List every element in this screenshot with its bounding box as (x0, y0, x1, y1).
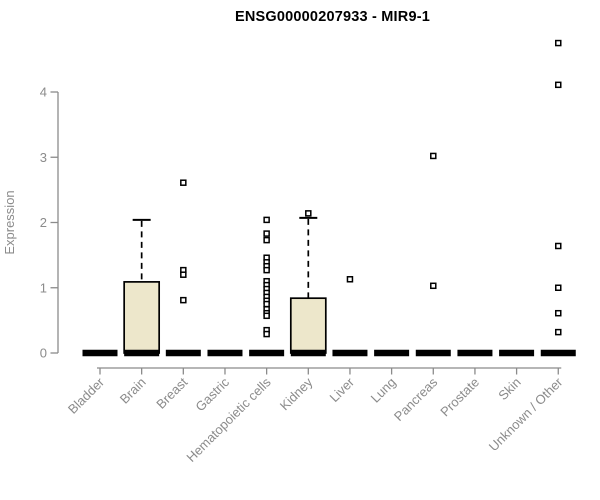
x-tick-label: Liver (327, 374, 358, 405)
x-tick-label: Bladder (65, 374, 108, 417)
y-axis-title: Expression (2, 190, 17, 254)
box-Brain (123, 281, 161, 354)
median-bar (207, 349, 243, 357)
median-bar (249, 349, 285, 357)
outlier-point (555, 39, 562, 47)
outlier-point (180, 296, 187, 304)
median-bar (290, 349, 326, 357)
outlier-point (263, 236, 270, 244)
x-tick-label: Kidney (277, 374, 316, 413)
outlier-point (263, 300, 270, 308)
x-tick-label: Skin (495, 375, 523, 403)
x-tick-label: Prostate (437, 375, 482, 420)
x-tick-label: Brain (117, 375, 149, 407)
outlier-point (263, 230, 270, 237)
outlier-point (555, 242, 562, 250)
y-tick-label: 4 (40, 85, 47, 100)
outlier-point (555, 284, 562, 291)
median-bar (499, 349, 535, 357)
median-bar (374, 349, 410, 357)
box-Kidney (289, 297, 327, 354)
outlier-point (430, 152, 437, 160)
median-bar (332, 349, 368, 357)
y-tick-label: 2 (40, 215, 47, 230)
x-tick-label: Gastric (192, 374, 232, 414)
median-bar (415, 349, 451, 357)
outlier-point (430, 282, 437, 290)
outlier-point (555, 309, 562, 317)
median-bar (540, 349, 576, 357)
outlier-point (555, 328, 562, 336)
outlier-point (346, 276, 354, 283)
outlier-point (555, 81, 562, 89)
chart-title: ENSG00000207933 - MIR9-1 (234, 9, 431, 25)
median-bar (82, 349, 118, 357)
outlier-point (263, 216, 270, 224)
median-bar (457, 349, 493, 357)
y-tick-label: 0 (40, 346, 47, 361)
y-tick-label: 3 (40, 150, 47, 165)
x-tick-label: Lung (368, 375, 399, 406)
outlier-point (180, 271, 187, 278)
median-bar (165, 349, 201, 357)
x-tick-label: Unknown / Other (486, 374, 566, 454)
x-tick-label: Breast (153, 374, 190, 411)
x-tick-label: Pancreas (391, 374, 441, 424)
outlier-point (305, 210, 312, 217)
outlier-point (180, 179, 187, 186)
outlier-point (263, 330, 270, 338)
outlier-point (263, 312, 270, 320)
y-tick-label: 1 (40, 280, 47, 295)
median-bar (124, 349, 160, 357)
outlier-point (263, 266, 270, 274)
